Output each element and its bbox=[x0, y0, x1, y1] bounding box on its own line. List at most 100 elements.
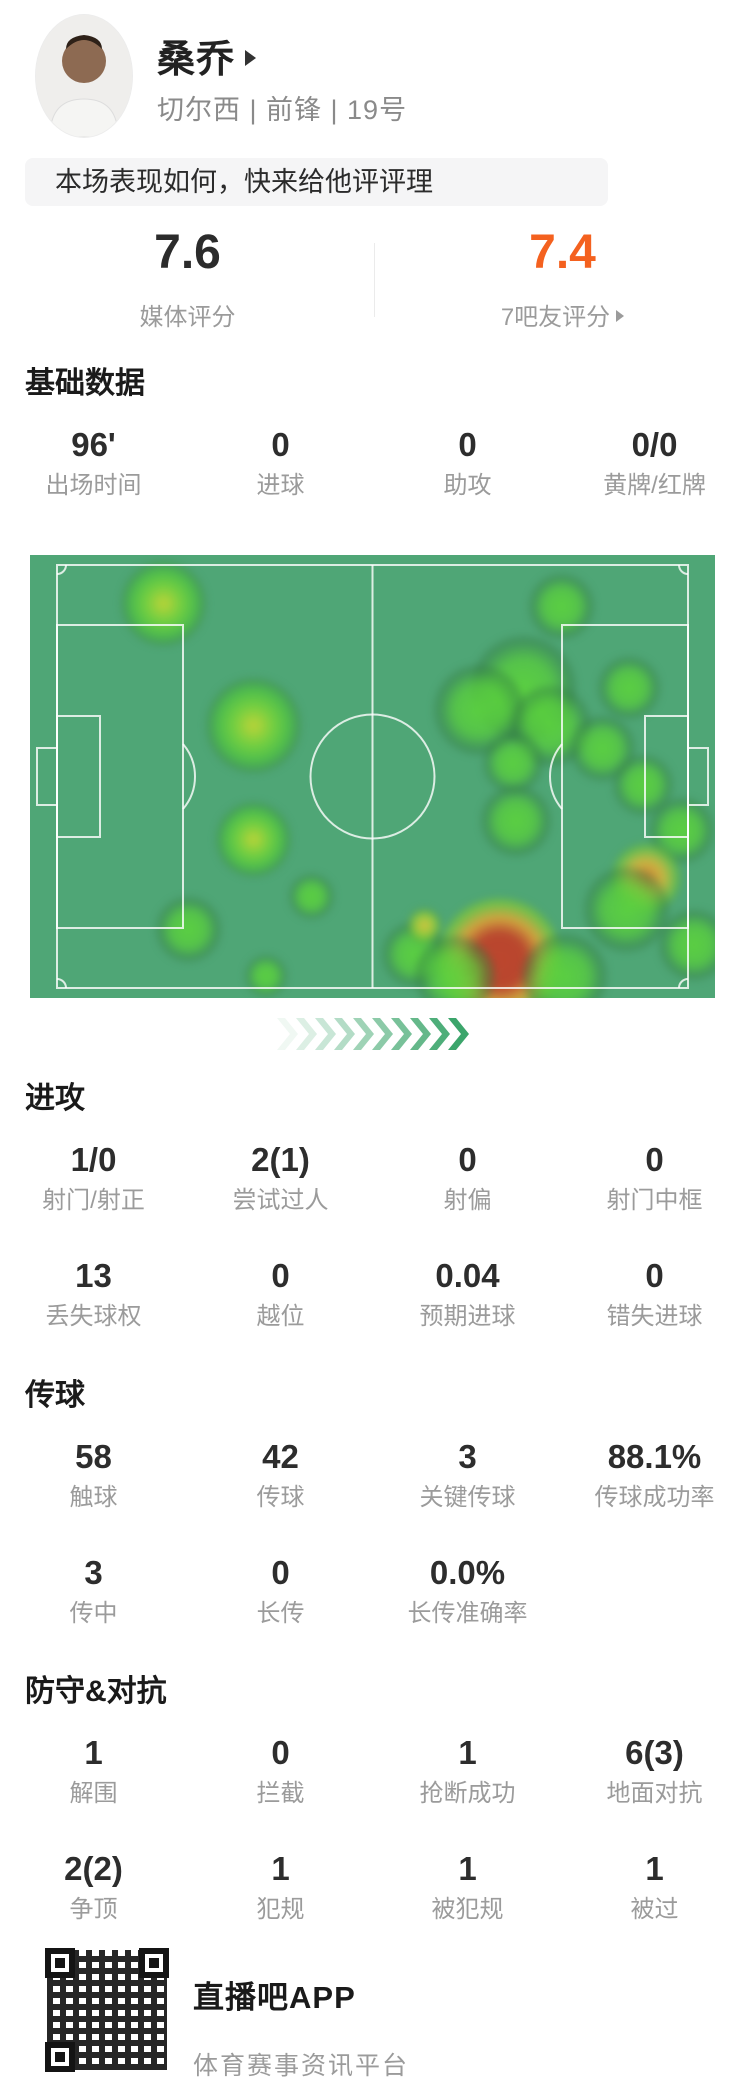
stat-value: 96' bbox=[71, 426, 116, 463]
stat-value: 0 bbox=[458, 426, 477, 463]
stat-cell: 58 触球 bbox=[0, 1440, 187, 1510]
stat-cell: 3 关键传球 bbox=[374, 1440, 561, 1510]
stat-label: 长传准确率 bbox=[407, 1600, 528, 1627]
stat-value: 1/0 bbox=[70, 1141, 117, 1178]
stat-value: 1 bbox=[271, 1850, 290, 1887]
stat-row: 58 触球 42 传球 3 关键传球 88.1% 传球成功率 bbox=[0, 1440, 750, 1510]
section-title: 防守&对抗 bbox=[25, 1675, 167, 1708]
rate-button[interactable]: 本场表现如何，快来给他评评理 bbox=[25, 158, 608, 206]
stat-label: 进球 bbox=[256, 472, 305, 499]
stat-label: 预期进球 bbox=[419, 1303, 516, 1330]
stat-value: 1 bbox=[458, 1850, 477, 1887]
heat-blob bbox=[244, 954, 288, 998]
fans-rating-arrow-icon bbox=[616, 309, 625, 322]
stat-label: 触球 bbox=[69, 1484, 118, 1511]
stat-value: 0.04 bbox=[435, 1257, 500, 1294]
stat-row: 13 丢失球权 0 越位 0.04 预期进球 0 错失进球 bbox=[0, 1259, 750, 1329]
stat-cell: 1 解围 bbox=[0, 1736, 187, 1806]
fans-rating[interactable]: 7.4 7吧友评分 bbox=[375, 225, 750, 332]
stat-value: 6(3) bbox=[625, 1734, 684, 1771]
stat-label: 关键传球 bbox=[419, 1484, 516, 1511]
stat-label: 越位 bbox=[256, 1303, 305, 1330]
stat-value: 42 bbox=[262, 1438, 299, 1475]
section-title: 基础数据 bbox=[25, 367, 145, 400]
stat-value: 0 bbox=[271, 1554, 290, 1591]
stat-label: 地面对抗 bbox=[606, 1780, 703, 1807]
heat-blob bbox=[120, 560, 206, 646]
chevron-divider-icon bbox=[275, 1016, 475, 1052]
stat-value: 0 bbox=[645, 1141, 664, 1178]
heat-blob bbox=[597, 656, 661, 720]
pitch-markings bbox=[36, 564, 709, 989]
stat-cell: 0 长传 bbox=[187, 1556, 374, 1626]
heat-blob bbox=[215, 801, 291, 877]
heat-blob bbox=[205, 677, 301, 773]
media-rating-value: 7.6 bbox=[154, 226, 221, 279]
stat-label: 尝试过人 bbox=[232, 1187, 329, 1214]
stat-value: 1 bbox=[645, 1850, 664, 1887]
stat-value: 0 bbox=[271, 1257, 290, 1294]
stat-cell: 96' 出场时间 bbox=[0, 428, 187, 498]
stat-label: 犯规 bbox=[256, 1896, 305, 1923]
stat-value: 2(1) bbox=[251, 1141, 310, 1178]
stat-cell: 1/0 射门/射正 bbox=[0, 1143, 187, 1213]
stat-cell: 2(2) 争顶 bbox=[0, 1852, 187, 1922]
player-meta: 切尔西 | 前锋 | 19号 bbox=[157, 95, 408, 125]
stat-label: 助攻 bbox=[443, 472, 492, 499]
stat-label: 被犯规 bbox=[431, 1896, 504, 1923]
qr-finder-icon bbox=[139, 1948, 169, 1978]
stat-row: 1 解围 0 拦截 1 抢断成功 6(3) 地面对抗 bbox=[0, 1736, 750, 1806]
stat-value: 0.0% bbox=[429, 1554, 506, 1591]
stat-label: 错失进球 bbox=[606, 1303, 703, 1330]
stat-cell: 3 传中 bbox=[0, 1556, 187, 1626]
stat-value: 3 bbox=[84, 1554, 103, 1591]
stat-cell: 1 被过 bbox=[561, 1852, 748, 1922]
ratings-divider bbox=[374, 243, 375, 317]
stat-label: 传中 bbox=[69, 1600, 118, 1627]
stat-row: 96' 出场时间 0 进球 0 助攻 0/0 黄牌/红牌 bbox=[0, 428, 750, 498]
stat-label: 射门/射正 bbox=[42, 1187, 145, 1214]
stat-cell: 0/0 黄牌/红牌 bbox=[561, 428, 748, 498]
section-attack: 进攻 1/0 射门/射正 2(1) 尝试过人 0 射偏 0 射门中框 13 丢失球权 0 越位 0.04… bbox=[0, 1083, 750, 1329]
stat-value: 0 bbox=[271, 1734, 290, 1771]
fans-rating-label: 7吧友评分 bbox=[375, 297, 750, 332]
app-tagline: 体育赛事资讯平台 bbox=[193, 2052, 410, 2080]
stat-label: 黄牌/红牌 bbox=[603, 472, 706, 499]
stat-cell: 1 抢断成功 bbox=[374, 1736, 561, 1806]
fans-rating-value: 7.4 bbox=[529, 226, 596, 279]
stat-cell: 0 射门中框 bbox=[561, 1143, 748, 1213]
player-heatmap bbox=[30, 555, 715, 998]
stat-cell: 0 进球 bbox=[187, 428, 374, 498]
player-name: 桑乔 bbox=[157, 39, 236, 81]
stat-value: 1 bbox=[458, 1734, 477, 1771]
stat-value: 3 bbox=[458, 1438, 477, 1475]
stat-cell: 6(3) 地面对抗 bbox=[561, 1736, 748, 1806]
section-defense: 防守&对抗 1 解围 0 拦截 1 抢断成功 6(3) 地面对抗 2(2) 争顶 1 犯规 1 被犯规 1 被… bbox=[0, 1676, 750, 1922]
stat-cell: 13 丢失球权 bbox=[0, 1259, 187, 1329]
stat-value: 0 bbox=[458, 1141, 477, 1178]
stat-cell: 0 拦截 bbox=[187, 1736, 374, 1806]
section-title: 传球 bbox=[25, 1379, 85, 1412]
stat-label: 解围 bbox=[69, 1780, 118, 1807]
section-title: 进攻 bbox=[25, 1082, 85, 1115]
stat-value: 0/0 bbox=[631, 426, 678, 463]
stat-row: 3 传中 0 长传 0.0% 长传准确率 bbox=[0, 1556, 750, 1626]
stat-label: 传球成功率 bbox=[594, 1484, 715, 1511]
stat-value: 0 bbox=[271, 426, 290, 463]
stat-row: 1/0 射门/射正 2(1) 尝试过人 0 射偏 0 射门中框 bbox=[0, 1143, 750, 1213]
stat-label: 长传 bbox=[256, 1600, 305, 1627]
stat-value: 1 bbox=[84, 1734, 103, 1771]
media-rating: 7.6 媒体评分 bbox=[0, 225, 375, 332]
stat-label: 射偏 bbox=[443, 1187, 492, 1214]
stat-value: 2(2) bbox=[64, 1850, 123, 1887]
stat-label: 传球 bbox=[256, 1484, 305, 1511]
stat-label: 被过 bbox=[630, 1896, 679, 1923]
stat-cell: 1 被犯规 bbox=[374, 1852, 561, 1922]
heat-blob bbox=[481, 786, 551, 856]
stat-cell: 0 助攻 bbox=[374, 428, 561, 498]
player-name-row[interactable]: 桑乔 bbox=[157, 28, 257, 83]
app-name: 直播吧APP bbox=[193, 1980, 356, 2015]
stat-label: 争顶 bbox=[69, 1896, 118, 1923]
stat-value: 0 bbox=[645, 1257, 664, 1294]
stat-cell: 0 错失进球 bbox=[561, 1259, 748, 1329]
